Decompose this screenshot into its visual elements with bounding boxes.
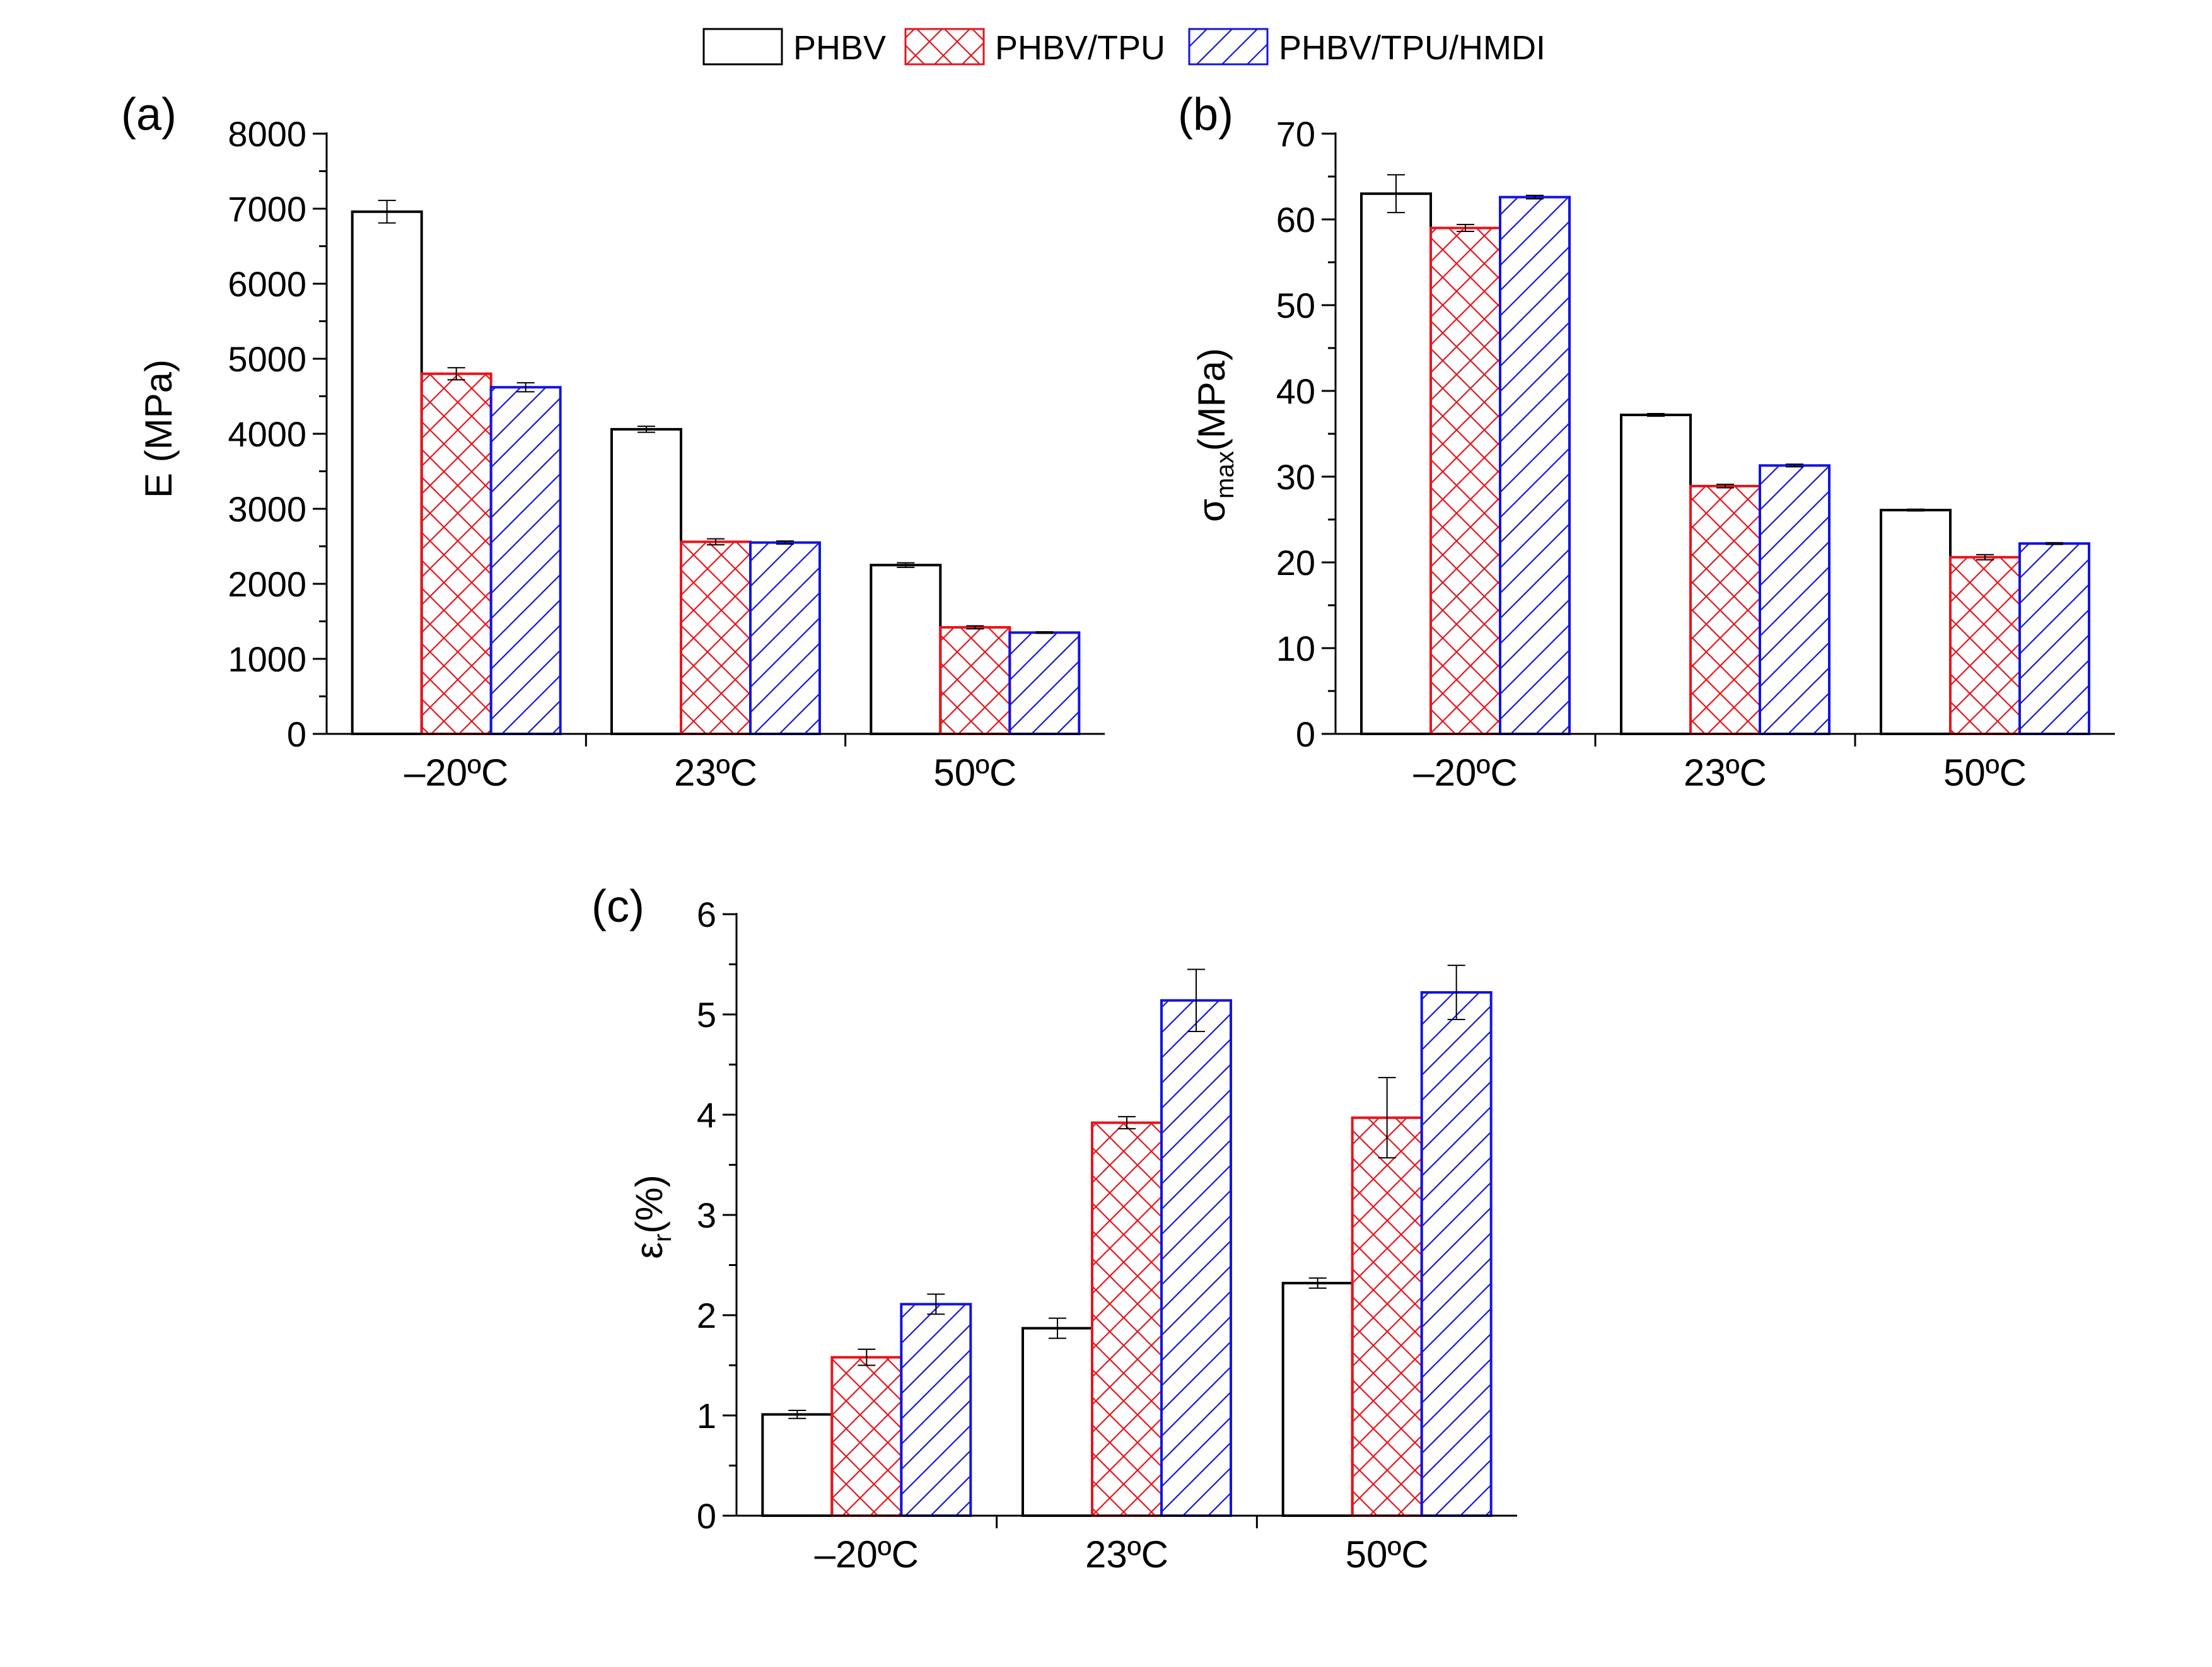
y-tick-label: 50 xyxy=(1276,286,1315,325)
y-tick-label: 1 xyxy=(697,1396,716,1436)
y-tick-label: 4 xyxy=(697,1095,716,1135)
y-tick-label: 6000 xyxy=(228,264,306,304)
y-tick-label: 4000 xyxy=(228,414,306,454)
panel-label-c: (c) xyxy=(591,881,644,932)
y-axis-title-a: E (MPa) xyxy=(137,359,180,498)
bar-phbv-tpu xyxy=(680,540,752,735)
x-category-label: –20ºC xyxy=(815,1533,919,1576)
panel-b: (b) σmax(MPa) 0 10 20 30 40 50 60 70 –20ºC 23ºC 50… xyxy=(1178,90,2115,794)
legend-label-phbv-tpu: PHBV/TPU xyxy=(995,29,1165,67)
panel-a-marks: 0 1000 2000 3000 4000 5000 6000 7000 8000 –20ºC 23… xyxy=(228,114,1105,794)
y-tick-label: 5 xyxy=(697,995,716,1035)
x-category-label: 50ºC xyxy=(1943,752,2027,794)
panel-b-marks: 0 10 20 30 40 50 60 70 –20ºC 23ºC 50ºC xyxy=(1276,114,2115,794)
bar-phbv-tpu-hmdi xyxy=(2018,542,2090,736)
x-category-label: 23ºC xyxy=(1085,1533,1168,1576)
y-axis-title-b-rest: (MPa) xyxy=(1190,348,1233,451)
bar-phbv xyxy=(1360,192,1432,735)
bar-phbv-tpu-hmdi xyxy=(900,1303,972,1517)
bar-phbv-tpu xyxy=(1429,226,1501,736)
bar-phbv xyxy=(1620,414,1692,736)
bar-phbv-tpu xyxy=(939,626,1011,736)
y-tick-label: 70 xyxy=(1276,114,1315,154)
y-axis-title-b: σmax(MPa) xyxy=(1190,348,1239,522)
y-tick-label: 5000 xyxy=(228,339,306,379)
bar-phbv-tpu-hmdi xyxy=(1008,631,1081,735)
bar-phbv-tpu xyxy=(420,372,492,735)
y-axis-title-c-rest: (%) xyxy=(628,1175,670,1233)
y-tick-label: 10 xyxy=(1276,629,1315,668)
y-tick-label: 20 xyxy=(1276,543,1315,583)
y-tick-label: 0 xyxy=(1296,714,1315,754)
y-tick-label: 1000 xyxy=(228,639,306,679)
bar-phbv xyxy=(1880,509,1952,735)
y-tick-label: 0 xyxy=(697,1496,716,1536)
bar-phbv xyxy=(351,210,423,735)
legend-swatch-phbv-tpu-hmdi xyxy=(1188,28,1269,66)
bar-phbv-tpu-hmdi xyxy=(749,541,821,735)
panel-label-b: (b) xyxy=(1178,90,1233,140)
y-tick-label: 60 xyxy=(1276,200,1315,240)
y-tick-label: 7000 xyxy=(228,189,306,229)
bar-phbv-tpu xyxy=(1091,1121,1163,1517)
bar-phbv-tpu xyxy=(1351,1116,1423,1517)
x-category-label: 23ºC xyxy=(1684,752,1767,794)
y-tick-label: 3000 xyxy=(228,489,306,529)
panel-c-marks: 0 1 2 3 4 5 6 –20ºC 23ºC 50ºC xyxy=(697,895,1517,1576)
bar-phbv-tpu xyxy=(830,1356,903,1518)
bar-phbv-tpu-hmdi xyxy=(1420,991,1493,1517)
bar-phbv-tpu xyxy=(1949,555,2021,736)
x-category-label: –20ºC xyxy=(404,752,508,794)
y-tick-label: 30 xyxy=(1276,457,1315,497)
legend-label-phbv: PHBV xyxy=(793,29,886,67)
y-tick-label: 40 xyxy=(1276,371,1315,411)
y-tick-label: 3 xyxy=(697,1195,716,1235)
x-category-label: 23ºC xyxy=(674,752,757,794)
bar-phbv-tpu xyxy=(1689,484,1761,736)
y-tick-label: 0 xyxy=(287,714,306,754)
panel-a: (a) E (MPa) 0 1000 2000 3000 4000 5000 6000 700… xyxy=(121,90,1105,794)
y-axis-title-a-main: E (MPa) xyxy=(137,359,180,498)
y-tick-label: 2000 xyxy=(228,564,306,604)
legend-swatch-phbv xyxy=(702,28,783,66)
bar-phbv xyxy=(761,1413,834,1517)
bar-phbv-tpu-hmdi xyxy=(1499,195,1571,735)
y-axis-title-c: εr(%) xyxy=(628,1175,677,1258)
legend-label-phbv-tpu-hmdi: PHBV/TPU/HMDI xyxy=(1279,29,1545,67)
bar-phbv xyxy=(610,427,682,735)
x-category-label: 50ºC xyxy=(933,752,1016,794)
bar-phbv-tpu-hmdi xyxy=(1160,999,1232,1517)
bar-phbv-tpu-hmdi xyxy=(489,386,562,735)
y-axis-title-b-main: σ xyxy=(1190,499,1233,522)
y-tick-label: 6 xyxy=(697,895,716,934)
legend-swatch-phbv-tpu xyxy=(904,28,985,66)
x-category-label: –20ºC xyxy=(1413,752,1517,794)
y-axis-title-b-sub: max xyxy=(1211,451,1239,499)
bar-phbv xyxy=(870,564,942,735)
legend: PHBV PHBV/TPU PHBV/TPU/HMDI xyxy=(702,28,1545,67)
y-axis-title-c-sub: r xyxy=(649,1234,677,1242)
x-category-label: 50ºC xyxy=(1346,1533,1429,1576)
y-tick-label: 2 xyxy=(697,1296,716,1335)
bar-phbv-tpu-hmdi xyxy=(1759,464,1831,735)
y-axis-title-c-main: ε xyxy=(628,1242,670,1259)
bar-phbv xyxy=(1022,1327,1093,1517)
bar-phbv xyxy=(1281,1282,1354,1517)
panel-label-a: (a) xyxy=(121,90,177,140)
y-tick-label: 8000 xyxy=(228,114,306,154)
panel-c: (c) εr(%) 0 1 2 3 4 5 6 –20ºC 23ºC 50ºC xyxy=(591,881,1517,1576)
